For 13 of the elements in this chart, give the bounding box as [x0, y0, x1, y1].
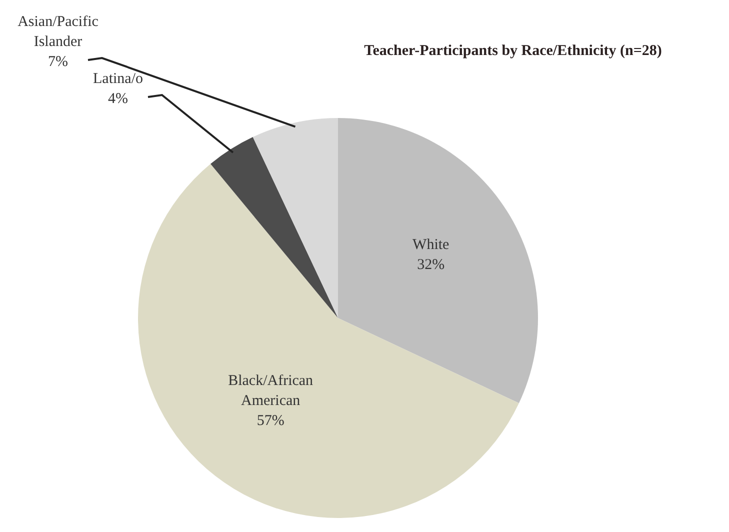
pie-slice — [210, 137, 338, 318]
slice-label: Latina/o — [93, 71, 143, 87]
data-label: 4% — [108, 91, 128, 107]
pie-slice — [338, 118, 538, 404]
slice-label: Asian/Pacific Islander — [18, 14, 99, 50]
data-label: 7% — [48, 54, 68, 70]
data-label: 57% — [256, 412, 284, 429]
slice-label: Black/African American — [228, 372, 314, 409]
pie-slice — [138, 164, 519, 518]
slice-label: White — [412, 237, 450, 254]
text: Teacher-Participants by Race/Ethnicity (n=28) — [364, 43, 662, 59]
data-label: 32% — [417, 257, 445, 274]
pie-slice — [252, 118, 338, 318]
